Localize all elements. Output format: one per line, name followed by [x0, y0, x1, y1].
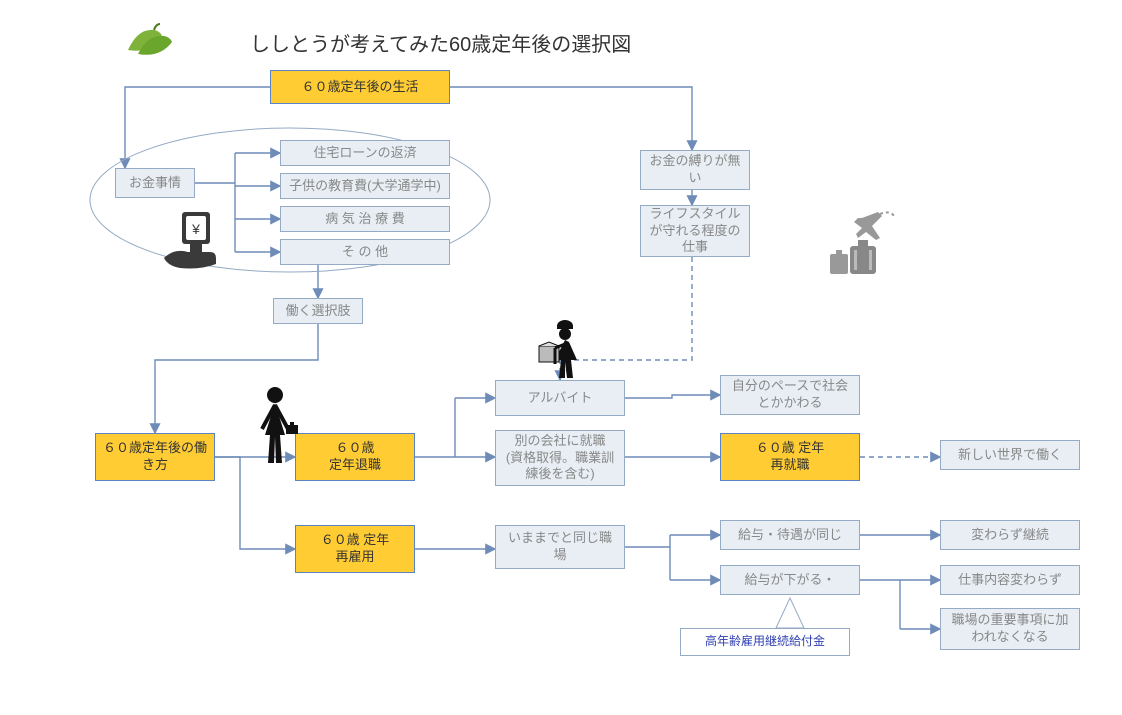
node-n_sameplace: いままでと同じ職場: [495, 525, 625, 569]
node-n_same: 変わらず継続: [940, 520, 1080, 550]
node-n_lesspay: 給与が下がる・: [720, 565, 860, 595]
node-n_jobsame: 仕事内容変わらず: [940, 565, 1080, 595]
node-n_nomoney: お金の縛りが無い: [640, 150, 750, 190]
node-n_samepay: 給与・待遇が同じ: [720, 520, 860, 550]
node-n_life: ６０歳定年後の生活: [270, 70, 450, 104]
node-n_newco: 別の会社に就職(資格取得。職業訓練後を含む): [495, 430, 625, 486]
node-n_lifestyle: ライフスタイルが守れる程度の仕事: [640, 205, 750, 257]
node-n_loan: 住宅ローンの返済: [280, 140, 450, 166]
hand-money-icon: ¥: [160, 210, 230, 285]
svg-text:¥: ¥: [191, 221, 200, 237]
travel-icon: [820, 210, 900, 285]
node-n_pt: アルバイト: [495, 380, 625, 416]
node-n_edu: 子供の教育費(大学通学中): [280, 173, 450, 199]
node-n_ownpace: 自分のペースで社会とかかわる: [720, 375, 860, 415]
node-n_noimportant: 職場の重要事項に加われなくなる: [940, 608, 1080, 650]
node-n_other: そ の 他: [280, 239, 450, 265]
pepper-icon: [120, 20, 182, 65]
node-n_money: お金事情: [115, 168, 195, 198]
node-n_med: 病 気 治 療 費: [280, 206, 450, 232]
node-n_reemploy: ６０歳 定年再就職: [720, 433, 860, 481]
node-n_newworld: 新しい世界で働く: [940, 440, 1080, 470]
delivery-person-icon: [535, 320, 590, 385]
businessman-icon: [250, 385, 300, 470]
node-n_rehire: ６０歳 定年再雇用: [295, 525, 415, 573]
diagram-title: ししとうが考えてみた60歳定年後の選択図: [250, 28, 631, 57]
node-n_benefit: 高年齢雇用継続給付金: [680, 628, 850, 656]
node-n_workopt: 働く選択肢: [273, 298, 363, 324]
node-n_retire: ６０歳定年退職: [295, 433, 415, 481]
node-n_howwork: ６０歳定年後の働き方: [95, 433, 215, 481]
